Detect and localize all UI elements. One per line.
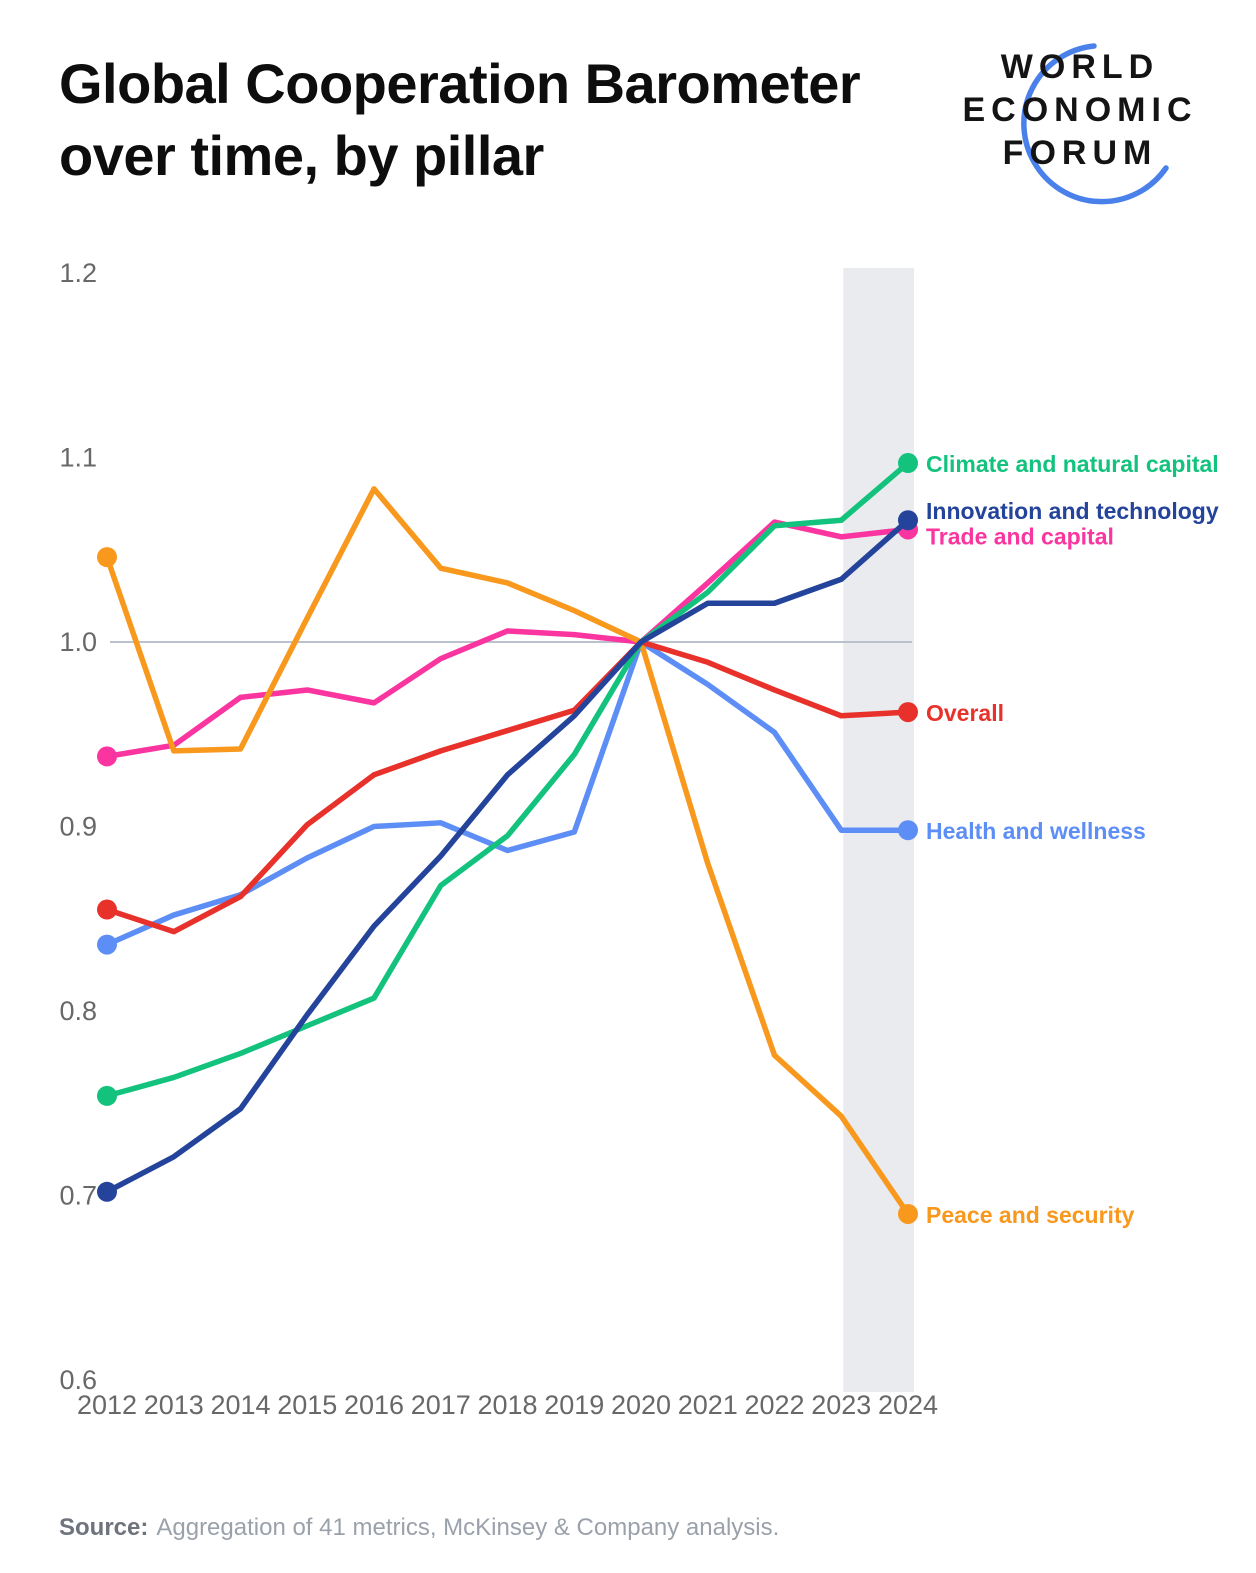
legend-label-health-and-wellness: Health and wellness [926, 818, 1146, 844]
source-text: Aggregation of 41 metrics, McKinsey & Co… [156, 1514, 780, 1541]
x-axis-tick-label-2023: 2023 [811, 1390, 871, 1420]
series-start-dot-peace-and-security [97, 547, 117, 568]
y-axis-tick-label: 1.2 [59, 258, 97, 288]
wef-logo-arc-icon [1021, 43, 1169, 205]
y-axis-tick-label: 1.1 [59, 443, 97, 473]
series-line-climate-and-natural-capital [104, 460, 911, 1099]
x-axis-tick-label-2016: 2016 [344, 1390, 404, 1420]
series-line-health-and-wellness [104, 639, 911, 948]
legend-label-peace-and-security: Peace and security [926, 1202, 1135, 1228]
series-line-overall [104, 639, 911, 935]
x-axis-tick-label-2017: 2017 [411, 1390, 471, 1420]
logo-word-forum: FORUM [1002, 134, 1158, 173]
source-note: Source: Aggregation of 41 metrics, McKins… [59, 1514, 779, 1542]
legend-label-climate-and-natural-capital: Climate and natural capital [926, 451, 1219, 477]
series-start-dot-climate-and-natural-capital [97, 1085, 117, 1106]
y-axis-tick-label: 0.7 [59, 1181, 97, 1211]
series-start-dot-overall [97, 899, 117, 920]
logo-word-world: WORLD [1000, 48, 1160, 86]
series-start-dot-health-and-wellness [97, 934, 117, 955]
legend-label-trade-and-capital: Trade and capital [926, 523, 1114, 549]
y-axis-tick-label: 0.8 [59, 996, 97, 1026]
x-axis-tick-label-2020: 2020 [611, 1390, 671, 1420]
legend-label-innovation-and-technology: Innovation and technology [926, 498, 1219, 524]
logo-word-economic: ECONOMIC [962, 91, 1198, 130]
series-line-peace-and-security [104, 486, 911, 1217]
series-end-dot-peace-and-security [898, 1203, 918, 1224]
page-title: Global Cooperation Barometer over time, … [59, 48, 959, 191]
series-end-dot-health-and-wellness [898, 820, 918, 841]
x-axis-tick-label-2012: 2012 [77, 1390, 137, 1420]
logo-arc [1021, 43, 1169, 205]
x-axis-tick-label-2022: 2022 [744, 1390, 804, 1420]
series-start-dot-innovation-and-technology [97, 1181, 117, 1202]
series-end-dot-innovation-and-technology [898, 510, 918, 531]
page-title-line1: Global Cooperation Barometer [59, 52, 861, 115]
wef-logo: WORLD ECONOMIC FORUM [955, 46, 1205, 176]
y-axis-tick-label: 1.0 [59, 627, 97, 657]
y-axis-tick-label: 0.9 [59, 812, 97, 842]
x-axis-tick-label-2021: 2021 [678, 1390, 738, 1420]
series-end-dot-overall [898, 702, 918, 723]
x-axis-tick-label-2024: 2024 [878, 1390, 938, 1420]
source-label: Source: [59, 1514, 149, 1541]
x-axis-tick-label-2018: 2018 [477, 1390, 537, 1420]
series-start-dot-trade-and-capital [97, 746, 117, 767]
series-line-innovation-and-technology [104, 517, 911, 1195]
series-line-trade-and-capital [104, 519, 911, 760]
x-axis-tick-label-2015: 2015 [277, 1390, 337, 1420]
x-axis-tick-label-2014: 2014 [210, 1390, 270, 1420]
x-axis-tick-label-2013: 2013 [144, 1390, 204, 1420]
x-axis-tick-label-2019: 2019 [544, 1390, 604, 1420]
y-axis-tick-label: 0.6 [59, 1365, 97, 1395]
page-title-line2: over time, by pillar [59, 123, 544, 187]
legend-label-overall: Overall [926, 700, 1004, 726]
series-end-dot-climate-and-natural-capital [898, 453, 918, 474]
